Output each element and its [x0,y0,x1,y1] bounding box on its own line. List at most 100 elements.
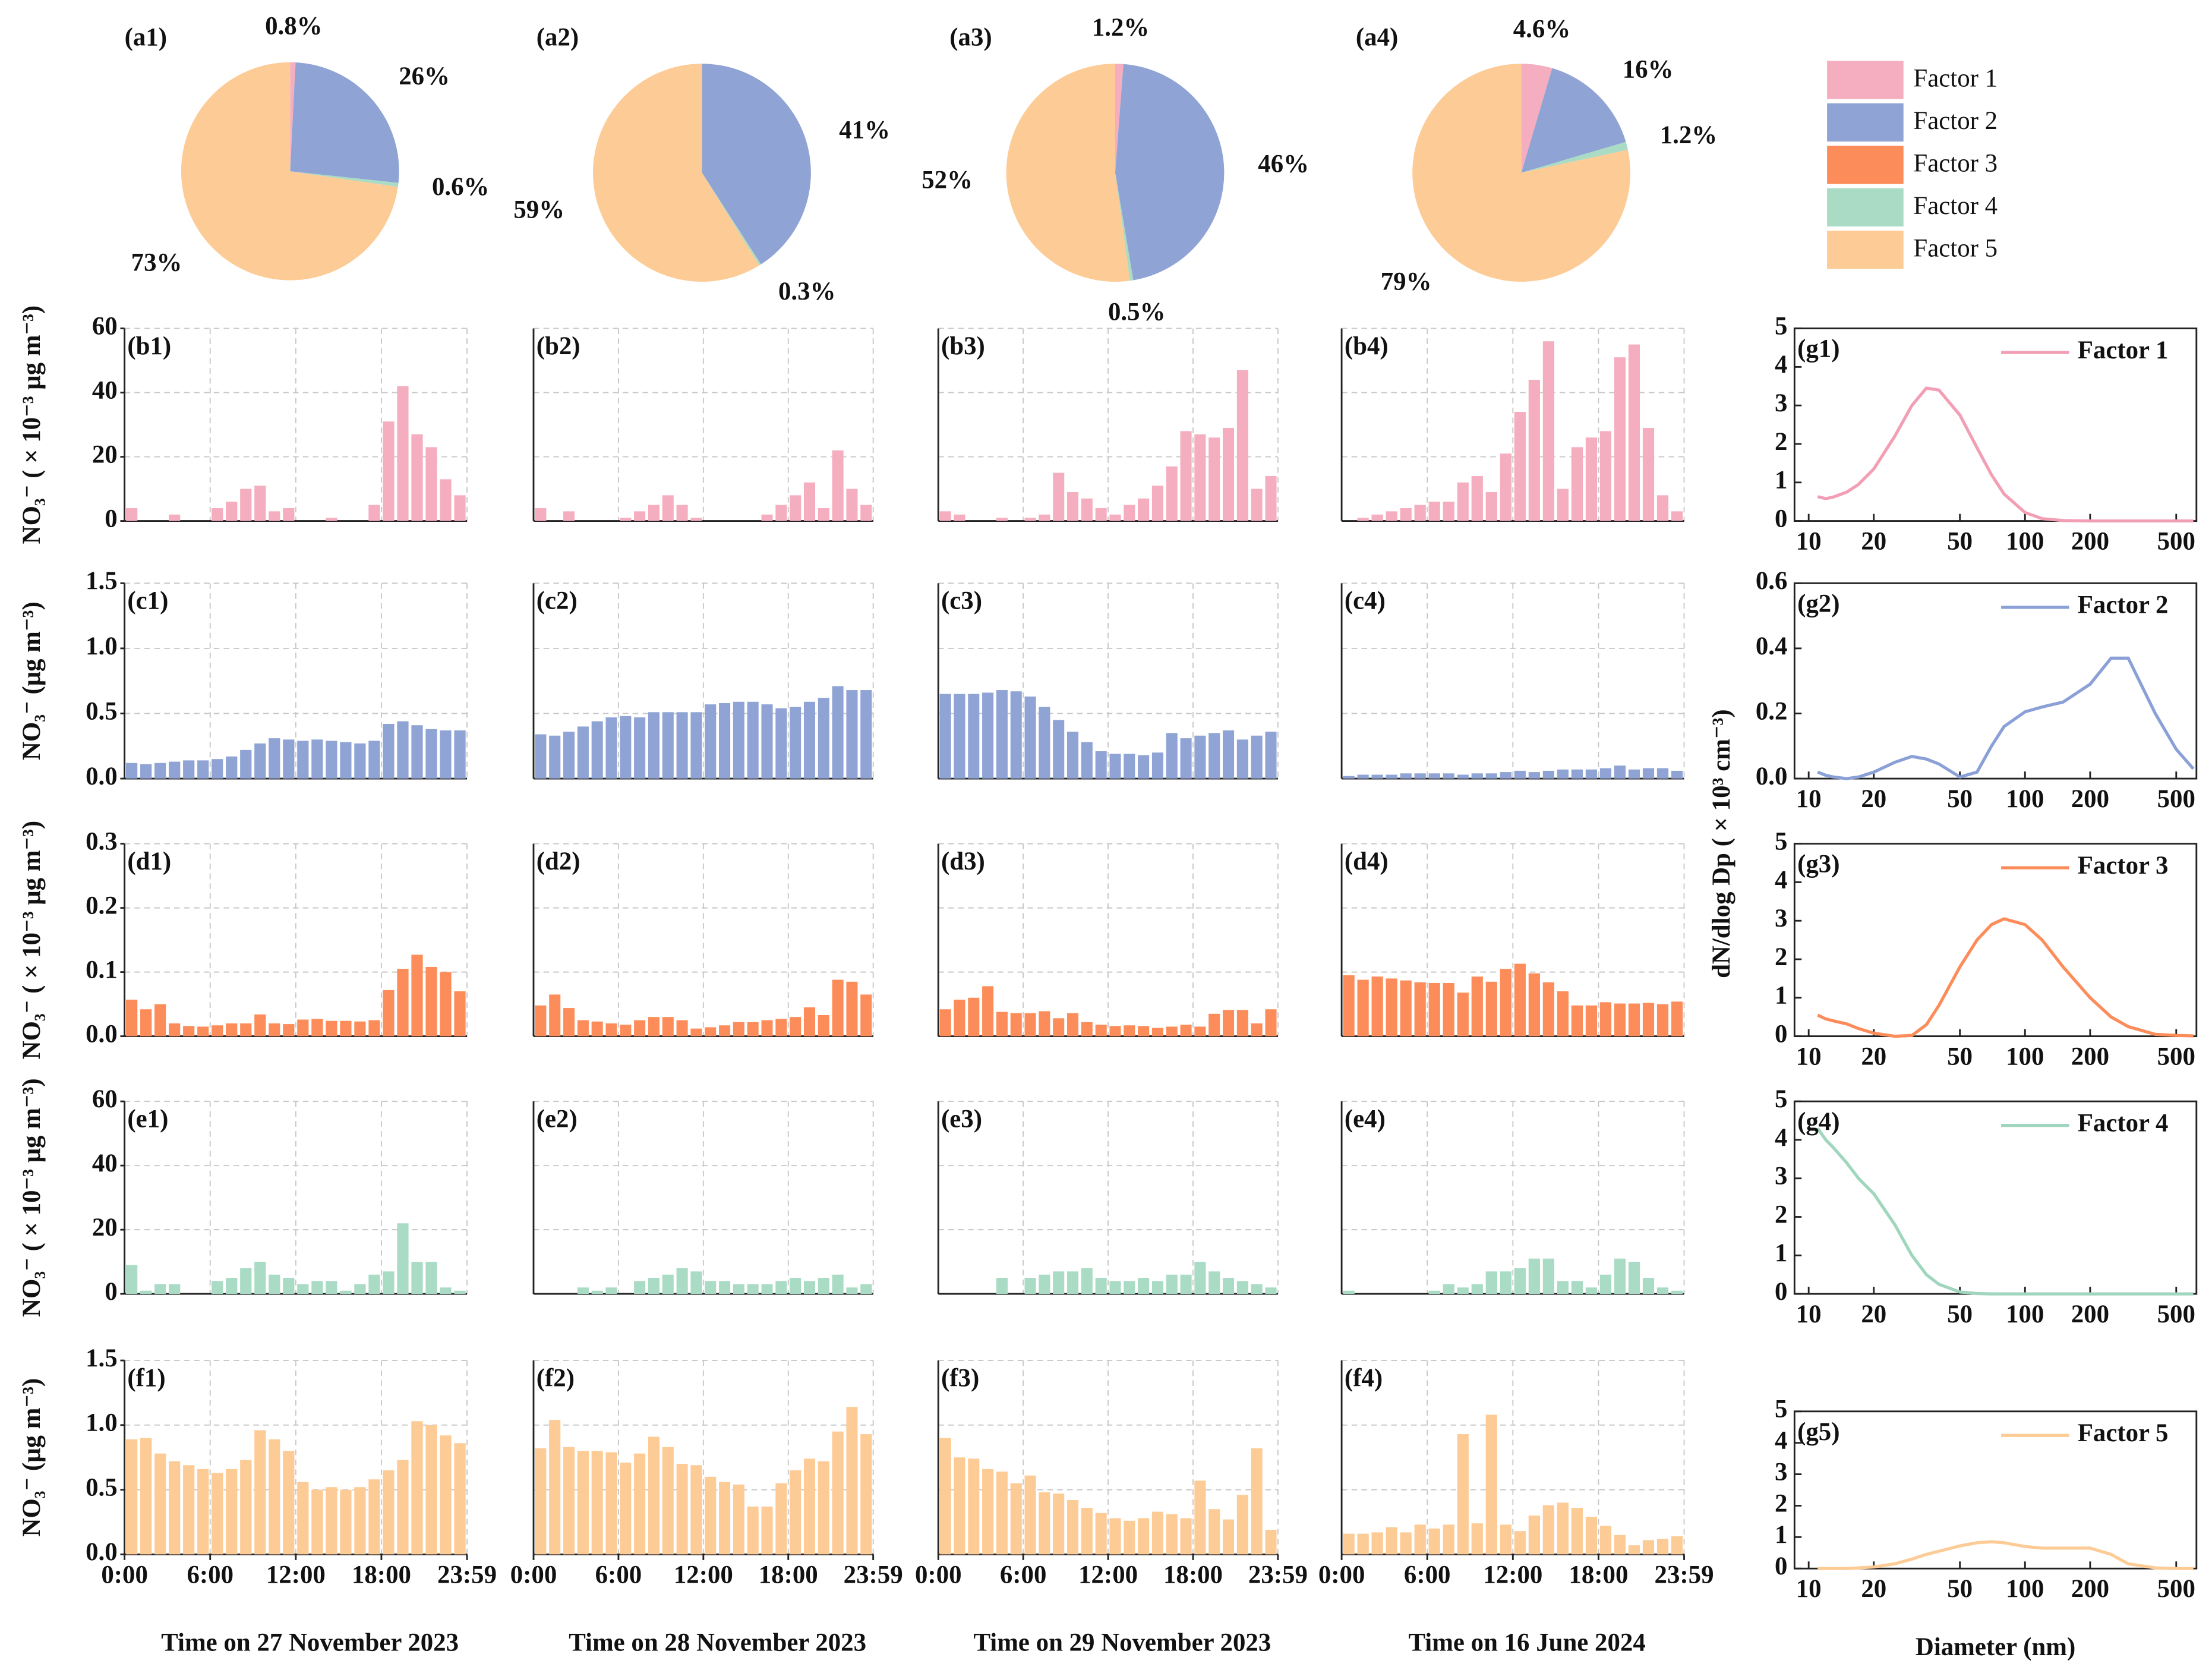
bar [1671,511,1683,521]
bar [719,1025,731,1036]
pie-label: 46% [1258,150,1309,178]
bar [1066,1271,1079,1294]
legend-label: Factor 3 [1913,150,1998,178]
bar [1528,1258,1540,1294]
bar [1223,1278,1235,1294]
bar [254,743,266,779]
bar [648,1017,660,1036]
bar [269,1274,280,1294]
x-tick-label: 10 [1796,528,1822,556]
bar [803,1281,816,1294]
bar [397,1223,409,1294]
bar [577,1451,589,1555]
pie-label: 52% [922,166,973,194]
bar [761,1506,773,1555]
bar [1053,720,1065,779]
bar [1053,1494,1065,1555]
y-tick-label: 60 [92,312,118,340]
bar [1236,739,1248,779]
bar [818,1278,829,1294]
pie-slice [593,64,760,282]
bar [1400,508,1412,521]
y-axis-label: NO₃⁻ (μg m⁻³) [18,601,46,760]
bar [690,1271,702,1294]
bar [454,1290,466,1294]
x-tick-label: 10 [1796,785,1822,813]
bar [1124,1281,1135,1294]
bar [226,1278,238,1294]
bar [1039,1011,1050,1036]
y-tick-label: 0.5 [86,1473,118,1501]
bar [549,994,561,1036]
bar [563,732,575,779]
x-tick-label: 12:00 [1078,1561,1138,1589]
bar [860,1434,872,1555]
bar [1656,1539,1669,1555]
y-tick-label: 0 [1775,505,1787,533]
panel-label: (f1) [127,1364,165,1392]
bar [197,760,209,779]
pie-label: 16% [1623,55,1674,83]
bar [803,482,816,521]
bar [1081,1508,1093,1555]
bar [1457,993,1469,1036]
bar [454,991,466,1036]
bar [1457,1434,1469,1555]
bar [1236,1281,1248,1294]
bar [1223,427,1235,521]
bar [1095,751,1107,779]
bar [1166,1274,1178,1294]
x-tick-label: 500 [2157,1575,2195,1603]
bar [269,738,280,779]
bar [1471,976,1483,1036]
bar [535,1005,547,1036]
bar [140,764,152,779]
bar [140,1290,152,1294]
bar [383,1271,395,1294]
bar [1386,1527,1397,1555]
bar [1236,1010,1248,1036]
bar [1194,1026,1206,1036]
y-tick-label: 0.5 [86,697,118,725]
panel-label: (f4) [1345,1364,1383,1392]
bar [1053,472,1065,521]
bar [775,1019,787,1036]
x-tick-label: 500 [2157,1300,2195,1328]
y-tick-label: 5 [1775,312,1787,340]
bar [662,1017,674,1036]
bar [747,1506,759,1555]
bar [1024,1475,1036,1555]
y-axis-label: NO₃⁻ ( × 10⁻³ μg m⁻³) [18,305,46,544]
bar [354,1021,366,1036]
bar [1357,979,1369,1036]
bar [803,701,816,779]
bar [549,1420,561,1555]
bar [1457,482,1469,521]
bar [454,495,466,521]
pie-slice [1006,64,1130,282]
bar [1251,735,1263,779]
y-tick-label: 0 [1775,1020,1787,1048]
bar [1571,447,1583,521]
bar [383,724,395,779]
bar [1500,1524,1512,1555]
bar [1443,1524,1454,1555]
panel-label: (d2) [537,847,580,875]
bar [297,1284,309,1294]
bar [383,990,395,1036]
bar [1628,344,1640,521]
bar [1656,768,1669,779]
bar [620,716,632,779]
bar [254,1430,266,1555]
legend-label: Factor 2 [2078,591,2169,619]
bar [283,1451,295,1555]
bar [1010,1013,1022,1036]
y-tick-label: 1 [1775,1521,1787,1549]
pie-slice [1115,172,1134,281]
bar [690,518,702,521]
bar [1081,1268,1093,1294]
bar [440,479,452,521]
bar [1039,707,1050,779]
y-tick-label: 3 [1775,1162,1787,1190]
panel-label: (g5) [1797,1418,1839,1446]
